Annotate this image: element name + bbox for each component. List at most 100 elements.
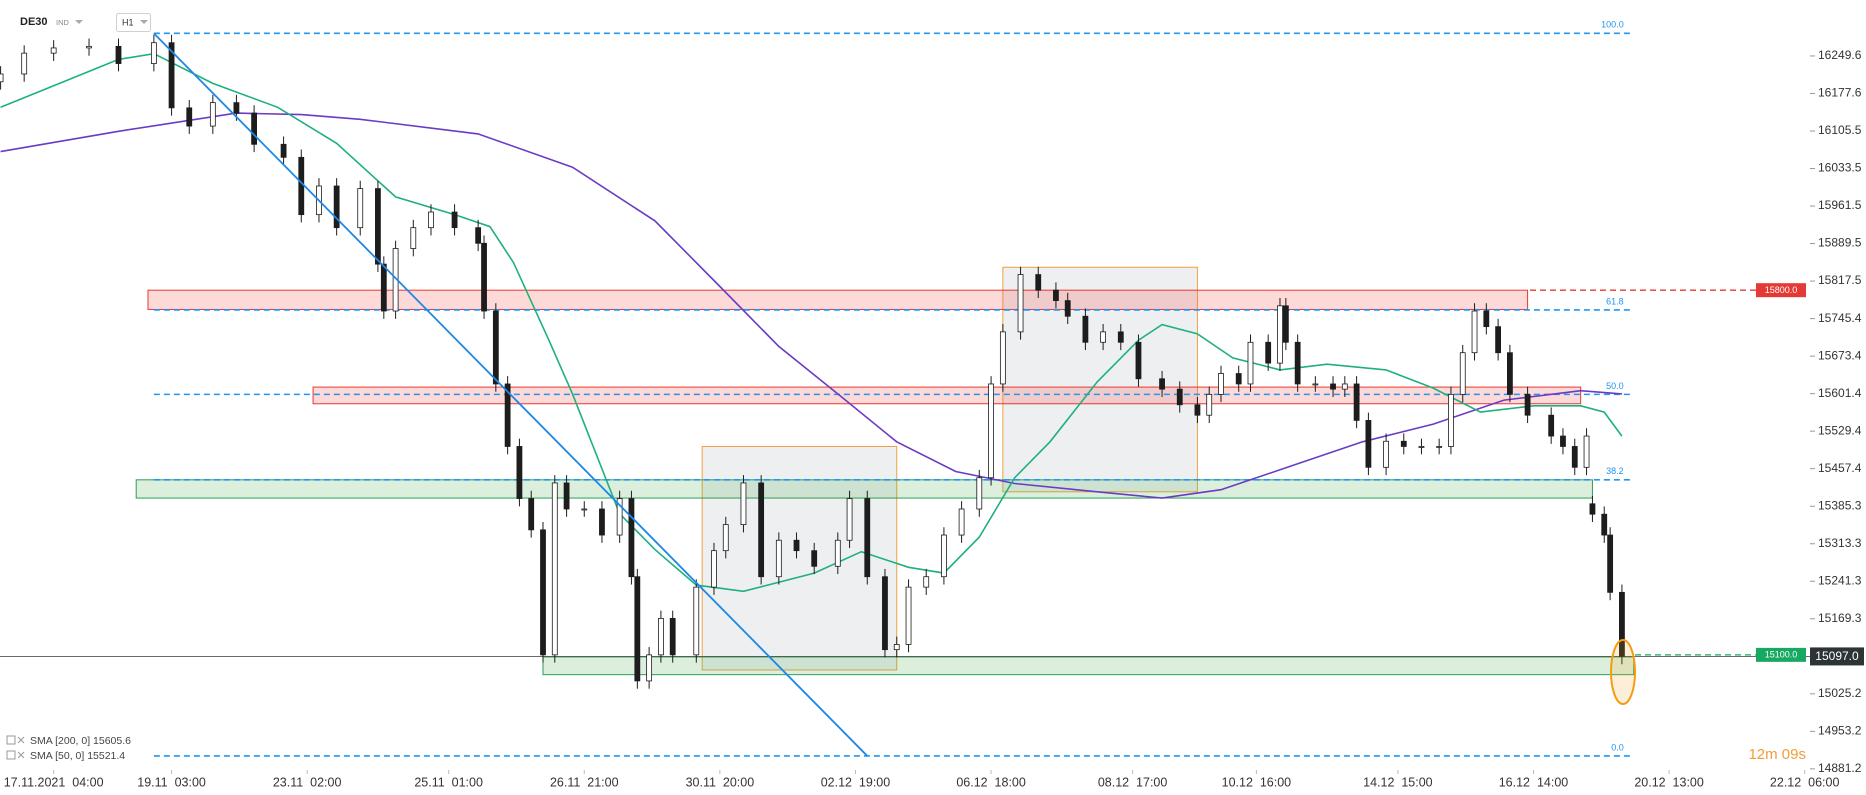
symbol-type: IND bbox=[56, 18, 70, 27]
candle-body bbox=[616, 498, 623, 536]
candle-body bbox=[1218, 373, 1224, 395]
x-tick-label: 30.11 20:00 bbox=[686, 775, 755, 789]
y-tick-label: 15385.3 bbox=[1818, 498, 1862, 512]
candle-body bbox=[551, 482, 558, 656]
candle-body bbox=[1560, 435, 1566, 447]
candle-body bbox=[1548, 414, 1555, 437]
candle-body bbox=[1459, 352, 1466, 395]
candle-body bbox=[1277, 305, 1283, 364]
x-tick-label: 26.11 21:00 bbox=[550, 775, 619, 789]
x-tick-label: 22.12 06:00 bbox=[1770, 775, 1840, 789]
candle-body bbox=[410, 227, 417, 249]
zone bbox=[312, 386, 1582, 405]
candle-body bbox=[905, 586, 912, 645]
interval-button[interactable] bbox=[116, 13, 151, 32]
candle-body bbox=[1176, 388, 1183, 406]
legend-remove[interactable] bbox=[17, 751, 25, 759]
symbol[interactable]: DE30 bbox=[20, 16, 48, 28]
y-tick-label: 16033.5 bbox=[1818, 161, 1862, 175]
x-tick-label: 23.11 02:00 bbox=[273, 775, 342, 789]
candle-body bbox=[1571, 446, 1578, 468]
candle-body bbox=[451, 211, 458, 229]
y-tick-label: 15961.5 bbox=[1818, 198, 1862, 212]
candle-body bbox=[1483, 310, 1490, 328]
candle-body bbox=[1607, 534, 1614, 593]
y-tick-label: 14953.2 bbox=[1818, 724, 1862, 738]
candle-body bbox=[1353, 383, 1360, 421]
candle-body bbox=[357, 188, 364, 229]
fib-label: 0.0 bbox=[1611, 742, 1624, 752]
candle-body bbox=[1100, 331, 1106, 343]
candle-body bbox=[834, 539, 841, 567]
candle-body bbox=[516, 446, 523, 499]
legend-entry: SMA [200, 0] 15605.6 bbox=[30, 735, 131, 747]
candle-body bbox=[1383, 440, 1389, 468]
candle-body bbox=[1194, 404, 1201, 416]
candle-body bbox=[846, 498, 853, 541]
interval-dropdown[interactable] bbox=[140, 20, 148, 24]
candle-body bbox=[280, 143, 287, 158]
candle-body bbox=[1235, 373, 1242, 385]
zone bbox=[542, 656, 1635, 676]
candle-body bbox=[209, 102, 216, 127]
fib-label: 38.2 bbox=[1606, 466, 1624, 476]
candle-body bbox=[1524, 393, 1531, 416]
candle-body bbox=[375, 188, 381, 265]
fib-label: 50.0 bbox=[1606, 381, 1624, 391]
x-tick-label: 17.11.2021 04:00 bbox=[4, 775, 104, 789]
candle-body bbox=[428, 211, 434, 229]
candle-body bbox=[775, 539, 782, 578]
candle-body bbox=[958, 508, 965, 536]
x-tick-label: 10.12 16:00 bbox=[1222, 775, 1292, 789]
candle-body bbox=[1341, 383, 1348, 390]
candle-body bbox=[115, 45, 122, 64]
candle-body bbox=[999, 331, 1006, 385]
candle-body bbox=[1082, 315, 1089, 343]
candle-body bbox=[864, 498, 871, 578]
candle-body bbox=[1017, 274, 1024, 333]
candle-body bbox=[492, 310, 499, 385]
y-tick-label: 15025.2 bbox=[1818, 686, 1862, 700]
candle-body bbox=[658, 617, 664, 656]
legend-icon[interactable] bbox=[6, 750, 16, 760]
candle-body bbox=[634, 576, 641, 682]
symbol-dropdown[interactable] bbox=[75, 20, 83, 24]
interval[interactable]: H1 bbox=[122, 17, 134, 27]
y-tick-label: 15745.4 bbox=[1818, 311, 1862, 325]
candle-body bbox=[1294, 341, 1301, 385]
candle-body bbox=[722, 524, 729, 552]
candle-body bbox=[1583, 435, 1590, 468]
candle-body bbox=[1312, 383, 1319, 386]
candle-body bbox=[1495, 326, 1502, 354]
highlight-ellipse bbox=[1610, 639, 1636, 705]
candle-body bbox=[1400, 440, 1407, 447]
candle-body bbox=[168, 42, 175, 109]
candle-body bbox=[233, 102, 240, 114]
legend-icon[interactable] bbox=[6, 735, 16, 745]
price-line-label: 15100.0 bbox=[1765, 650, 1798, 660]
legend-entry: SMA [50, 0] 15521.4 bbox=[30, 750, 125, 762]
candle-body bbox=[1135, 341, 1142, 380]
y-tick-label: 16249.6 bbox=[1818, 48, 1862, 62]
y-tick-label: 15529.4 bbox=[1818, 423, 1862, 437]
legend-remove[interactable] bbox=[17, 736, 25, 744]
candle-body bbox=[669, 617, 676, 656]
price-line-label: 15800.0 bbox=[1765, 285, 1798, 295]
candle-body bbox=[1265, 341, 1272, 364]
candle-body bbox=[628, 498, 635, 578]
candle-body bbox=[186, 107, 193, 127]
zone bbox=[147, 289, 1529, 310]
zone bbox=[701, 445, 898, 671]
candle-body bbox=[711, 550, 717, 588]
candle-body bbox=[1064, 300, 1071, 317]
candle-body bbox=[893, 644, 900, 651]
current-price-box bbox=[1810, 647, 1864, 666]
candle-body bbox=[1159, 378, 1165, 390]
candle-body bbox=[1117, 331, 1124, 343]
candle-body bbox=[1206, 393, 1213, 416]
y-tick-label: 15673.4 bbox=[1818, 348, 1862, 362]
plot-area: 100.0 61.8 50.0 38.2 0.0 bbox=[0, 20, 1810, 757]
x-tick-label: 08.12 17:00 bbox=[1098, 775, 1168, 789]
x-tick-label: 06.12 18:00 bbox=[956, 775, 1026, 789]
